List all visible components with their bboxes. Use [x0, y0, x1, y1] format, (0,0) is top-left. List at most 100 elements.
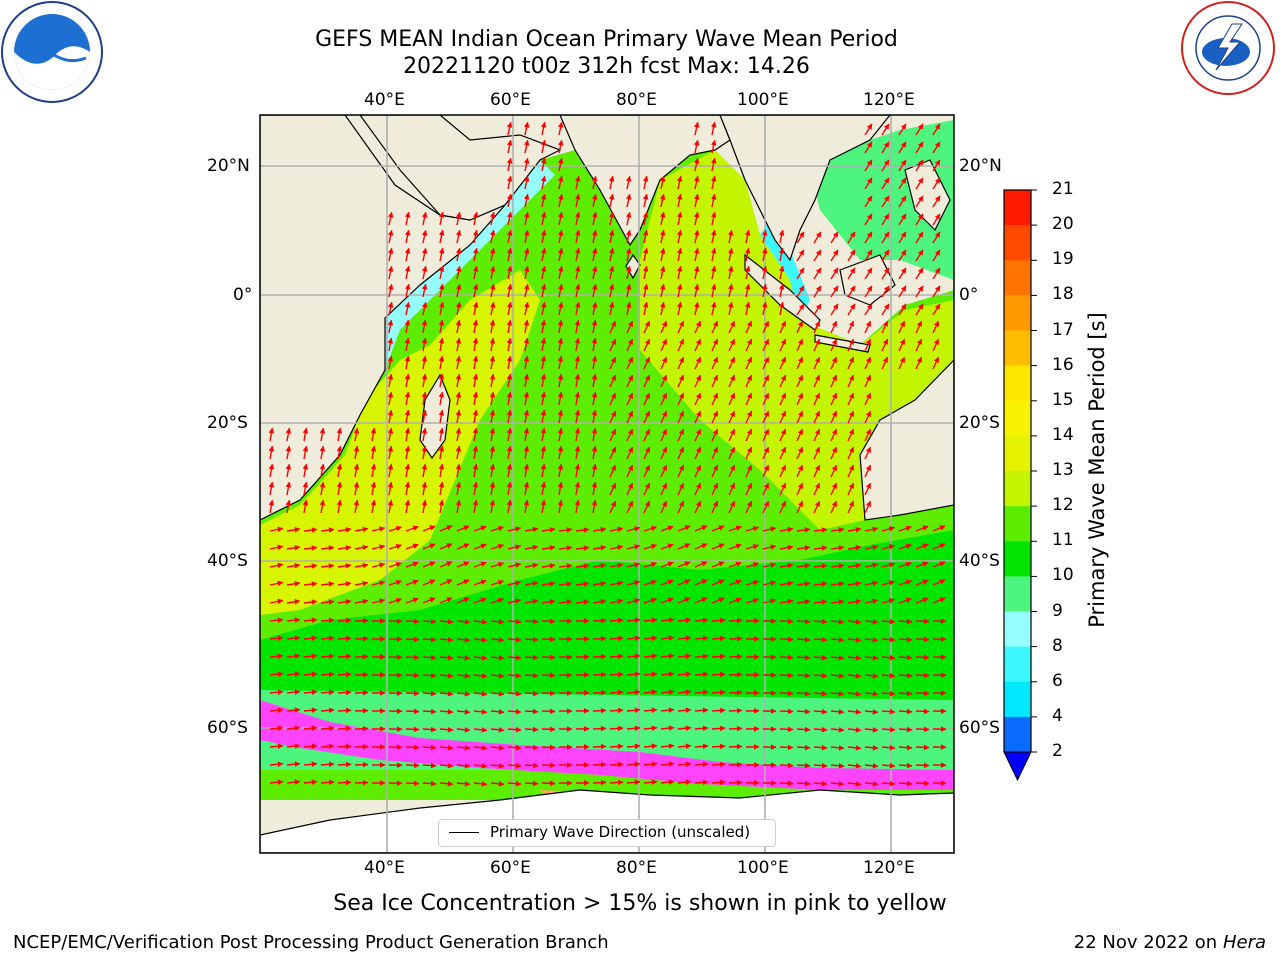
wave-arrow — [319, 445, 326, 460]
wave-arrow — [456, 525, 470, 532]
wave-arrow — [405, 726, 420, 733]
wave-arrow — [540, 175, 547, 190]
wave-arrow — [422, 762, 437, 769]
wave-arrow — [439, 780, 454, 787]
wave-arrow — [506, 247, 513, 262]
wave-arrow — [864, 526, 879, 533]
wave-arrow — [864, 464, 872, 478]
wave-arrow — [694, 671, 709, 678]
wave-arrow — [694, 338, 702, 352]
wave-arrow — [898, 123, 907, 136]
wave-arrow — [268, 445, 275, 460]
wave-arrow — [915, 320, 923, 334]
wave-arrow — [370, 499, 377, 514]
wave-arrow — [337, 779, 352, 786]
wave-arrow — [422, 708, 437, 715]
wave-arrow — [456, 655, 471, 661]
wave-arrow — [524, 580, 539, 587]
wave-arrow — [881, 267, 890, 280]
lat-label-right-0: 0° — [959, 285, 979, 305]
wave-arrow — [796, 303, 805, 316]
wave-arrow — [642, 301, 649, 316]
wave-arrow — [523, 391, 530, 406]
wave-arrow — [268, 463, 275, 478]
wave-arrow — [422, 525, 436, 532]
wave-arrow — [455, 211, 462, 226]
wave-arrow — [472, 373, 479, 388]
colorbar-segment — [1004, 576, 1031, 613]
wave-arrow — [898, 597, 912, 604]
wave-arrow — [898, 618, 913, 625]
wave-arrow — [643, 374, 651, 388]
wave-arrow — [796, 527, 811, 533]
wave-arrow — [626, 464, 634, 478]
wave-arrow — [404, 319, 411, 334]
wave-arrow — [625, 283, 632, 298]
wave-arrow — [592, 743, 607, 750]
wave-arrow — [472, 283, 479, 298]
wave-arrow — [642, 229, 649, 244]
wave-arrow — [472, 499, 479, 514]
wave-arrow — [558, 563, 573, 569]
wave-arrow — [591, 193, 598, 208]
wave-arrow — [711, 707, 726, 714]
wave-arrow — [779, 762, 794, 769]
wave-arrow — [881, 356, 889, 370]
wave-arrow — [490, 637, 505, 643]
wave-arrow — [286, 545, 301, 551]
wave-arrow — [439, 525, 453, 532]
wave-arrow — [523, 301, 530, 316]
wave-arrow — [524, 762, 539, 769]
wave-arrow — [915, 141, 924, 154]
wave-arrow — [659, 247, 666, 262]
wave-arrow — [387, 283, 394, 298]
wave-arrow — [557, 409, 564, 424]
wave-arrow — [710, 139, 717, 154]
wave-arrow — [711, 320, 719, 334]
wave-arrow — [847, 745, 862, 751]
wave-arrow — [711, 635, 726, 642]
wave-arrow — [439, 708, 454, 715]
wave-arrow — [881, 249, 890, 262]
wave-arrow — [523, 211, 530, 226]
wave-arrow — [796, 618, 811, 625]
wave-arrow — [269, 617, 284, 623]
wave-arrow — [541, 744, 556, 751]
wave-arrow — [813, 231, 822, 244]
wave-arrow — [728, 597, 742, 604]
wave-arrow — [643, 446, 651, 460]
wave-arrow — [387, 499, 394, 514]
wave-arrow — [473, 619, 488, 625]
wave-arrow — [881, 544, 896, 550]
wave-arrow — [864, 195, 873, 208]
wave-arrow — [677, 653, 692, 659]
wave-arrow — [898, 726, 913, 733]
wave-arrow — [932, 285, 941, 298]
wave-arrow — [779, 618, 794, 625]
wave-arrow — [591, 211, 598, 226]
wave-arrow — [371, 598, 386, 604]
wave-arrow — [847, 562, 862, 569]
wave-arrow — [303, 599, 318, 605]
wave-arrow — [387, 211, 394, 226]
colorbar-tick-label: 18 — [1052, 284, 1074, 305]
wave-arrow — [575, 545, 590, 551]
wave-arrow — [337, 563, 352, 569]
colorbar-segment — [1004, 611, 1031, 648]
wave-arrow — [932, 249, 941, 262]
wave-arrow — [830, 446, 838, 460]
lon-label-top-100e: 100°E — [737, 90, 789, 110]
wave-arrow — [813, 356, 821, 370]
wave-arrow — [354, 580, 369, 587]
wave-arrow — [813, 545, 828, 551]
wave-arrow — [422, 744, 437, 751]
wave-arrow — [745, 482, 753, 496]
wave-arrow — [744, 301, 751, 316]
wave-arrow — [626, 580, 641, 586]
wave-arrow — [762, 410, 770, 424]
colorbar-tick-label: 20 — [1052, 214, 1074, 235]
lat-label-left-40s: 40°S — [207, 551, 248, 571]
wave-arrow — [813, 428, 821, 442]
wave-arrow — [490, 597, 504, 604]
wave-arrow — [694, 725, 709, 732]
